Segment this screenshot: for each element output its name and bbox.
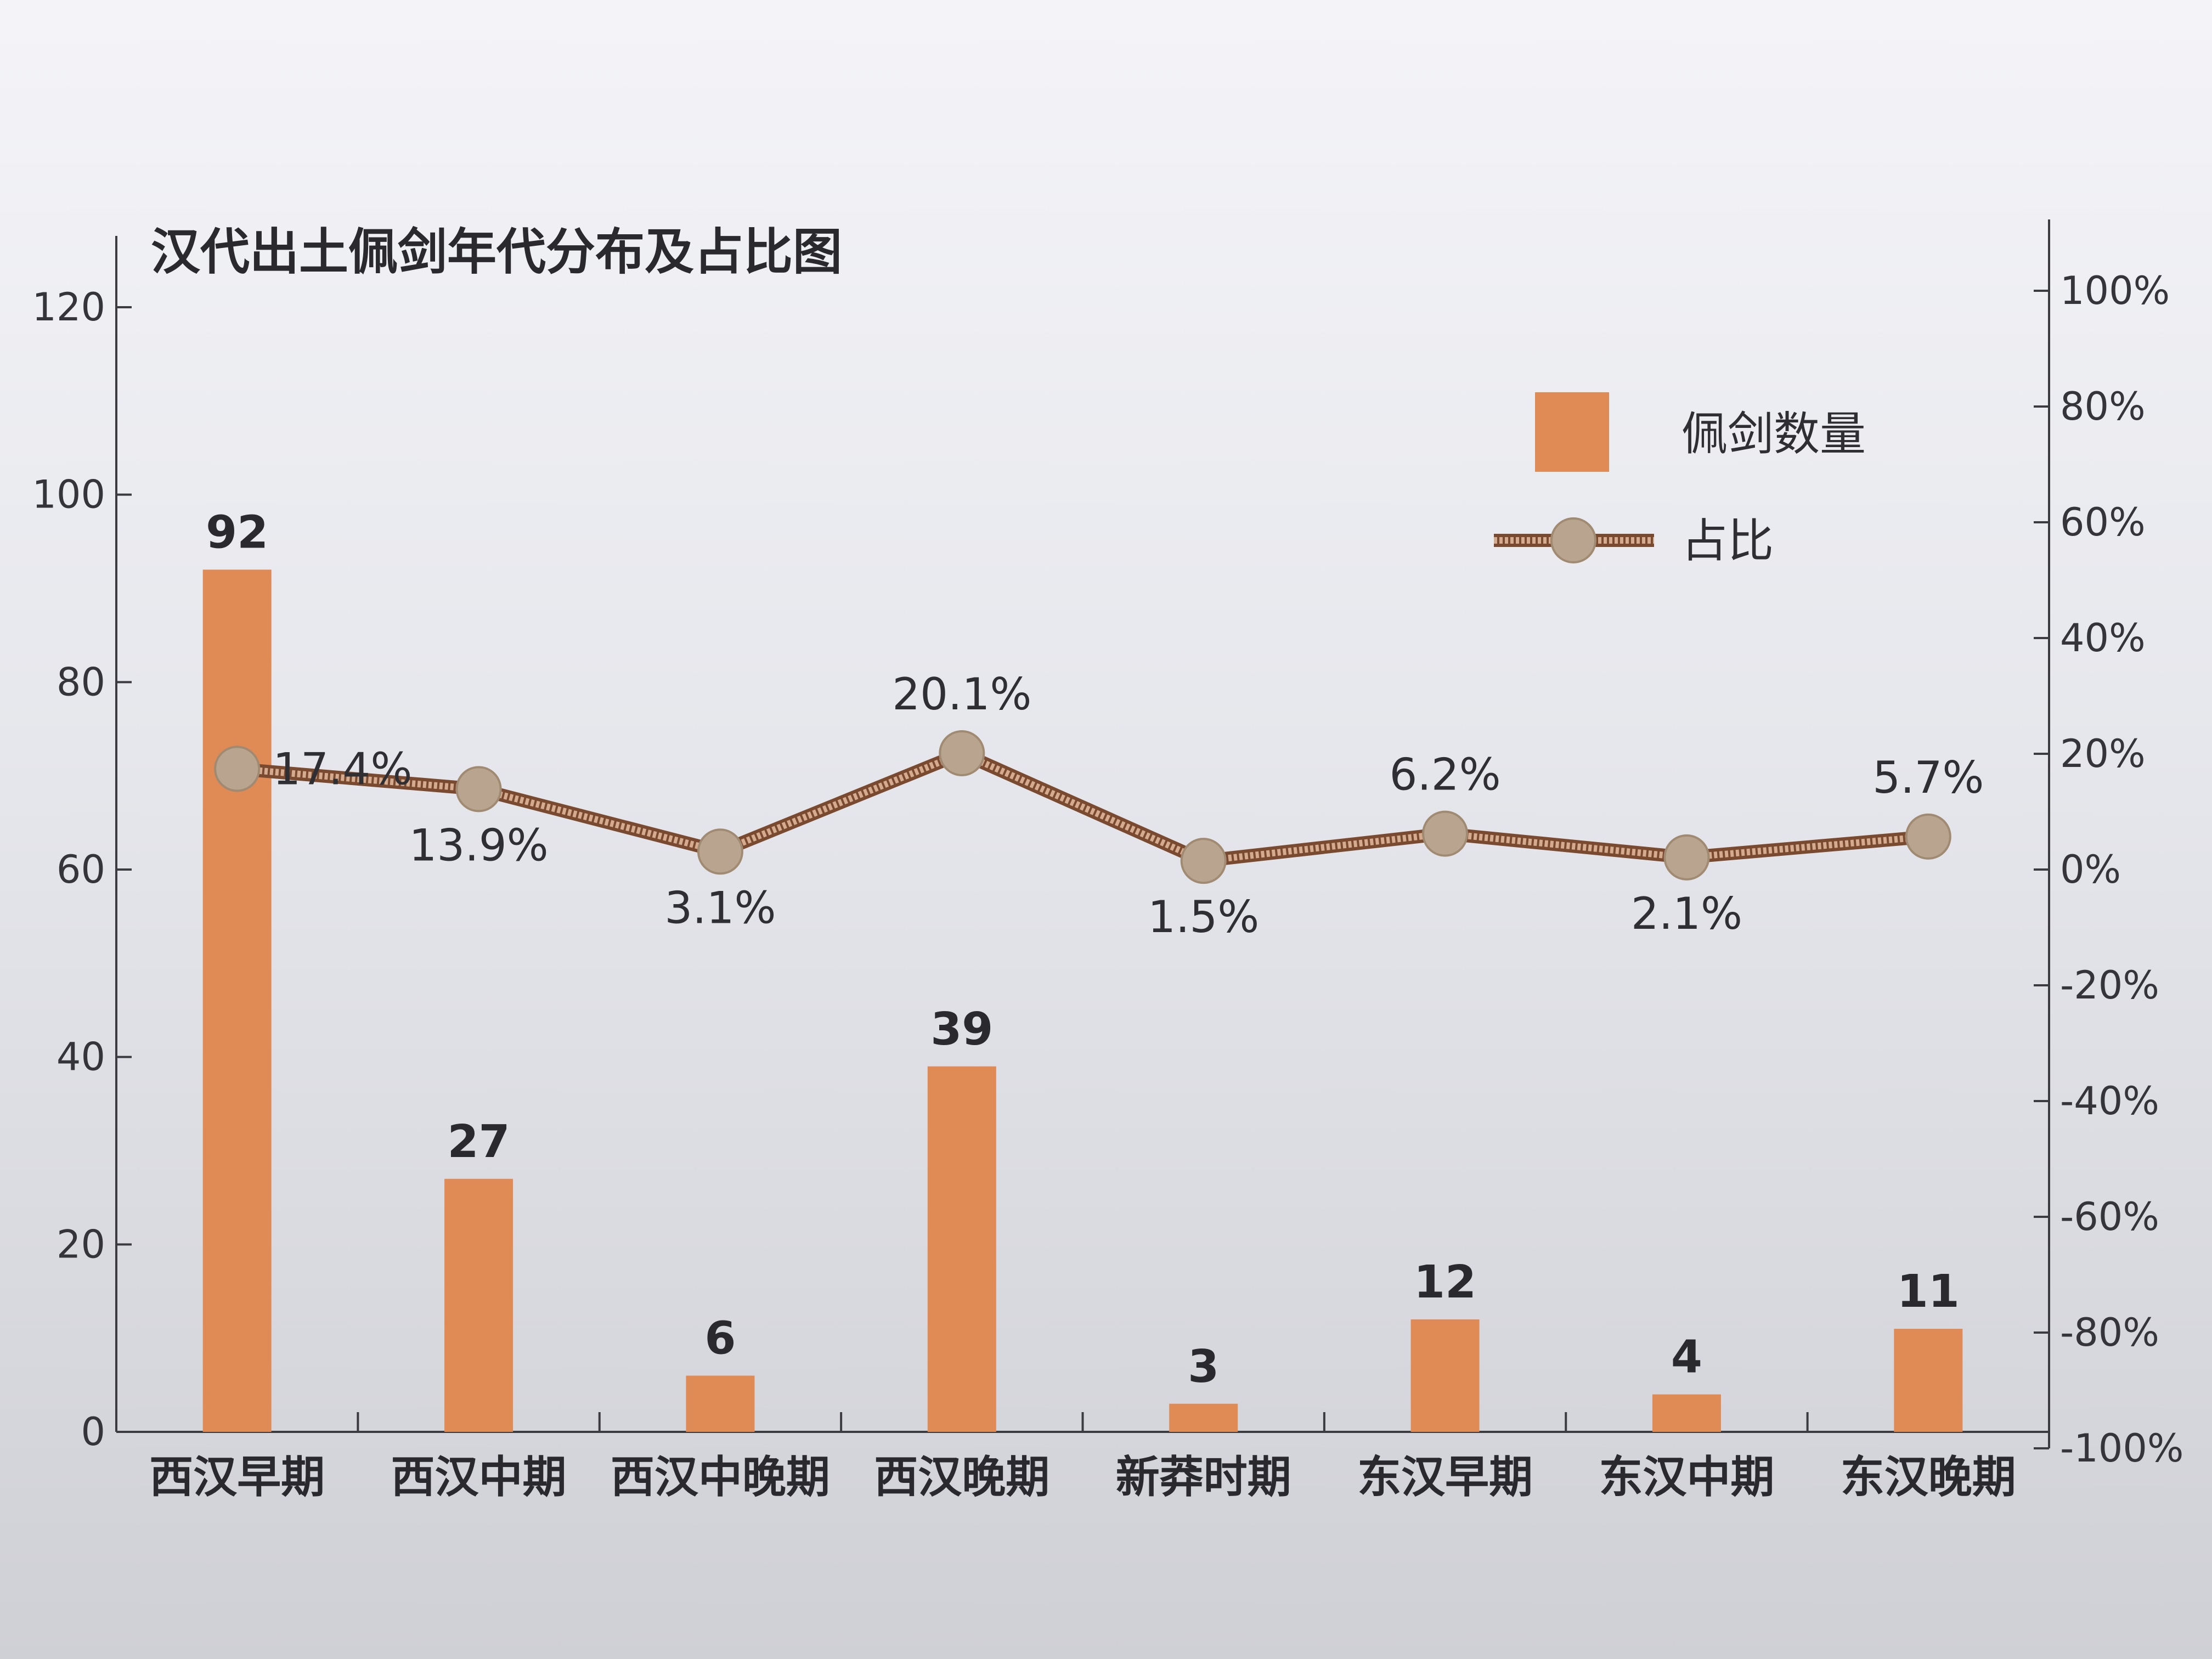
bar [1410,1319,1480,1432]
line-point-label: 3.1% [664,882,776,933]
line-series: 17.4% 13.9% 3.1% 20.1% 1.5% 6.2% 2.1% 5.7% [214,669,1984,943]
bar-value-label: 4 [1671,1331,1702,1384]
bar [1652,1394,1721,1432]
bar [1894,1329,1963,1432]
line-point [939,730,985,776]
left-tick-label: 80 [57,659,105,704]
right-tick-label: 100% [2060,268,2170,313]
bar-value-label: 6 [704,1313,736,1365]
left-y-axis: 0 20 40 60 80 100 120 [32,236,132,1454]
left-tick-label: 20 [57,1222,105,1267]
line-point-label: 6.2% [1389,749,1500,800]
category-label: 西汉中期 [391,1452,567,1503]
line-path [236,749,1929,865]
bar [444,1178,514,1432]
left-tick-label: 60 [57,847,105,892]
bar-value-label: 39 [930,1003,993,1056]
left-tick-label: 100 [32,472,105,517]
line-point [1180,838,1227,884]
line-point [214,746,261,792]
chart-title: 汉代出土佩剑年代分布及占比图 [151,223,842,281]
legend-bar-swatch [1535,392,1609,472]
right-tick-label: -100% [2060,1426,2183,1471]
bar [1169,1403,1238,1432]
line-point [1663,834,1710,881]
left-tick-label: 0 [81,1409,105,1454]
line-point [1422,810,1469,857]
legend-line-label: 占比 [1681,514,1774,568]
right-tick-label: -40% [2060,1079,2159,1124]
bar [686,1375,755,1432]
line-point-label: 20.1% [892,669,1031,720]
bar [202,569,272,1432]
category-label: 西汉早期 [149,1452,325,1503]
category-label: 东汉晚期 [1841,1452,2016,1503]
left-tick-label: 40 [57,1035,105,1080]
legend-bar-label: 佩剑数量 [1681,407,1866,461]
left-tick-label: 120 [32,285,105,330]
category-label: 西汉晚期 [874,1452,1049,1503]
right-tick-label: -20% [2060,963,2159,1008]
category-label: 西汉中晚期 [611,1452,830,1503]
line-point-label: 5.7% [1872,752,1984,803]
legend-line-marker [1550,517,1596,563]
line-point [1905,813,1951,860]
line-point-label: 17.4% [273,743,412,794]
bar-value-label: 27 [448,1116,510,1168]
category-label: 东汉早期 [1357,1452,1533,1503]
right-tick-label: 20% [2060,731,2146,776]
bar-value-label: 11 [1897,1266,1960,1318]
right-tick-label: -80% [2060,1310,2159,1355]
line-point [697,828,743,875]
line-point-label: 13.9% [409,820,548,871]
right-tick-label: -60% [2060,1194,2159,1239]
category-label: 新莽时期 [1116,1452,1291,1503]
bar-value-label: 3 [1188,1341,1219,1393]
line-point [455,766,502,812]
bar-value-label: 92 [206,506,268,558]
right-tick-label: 40% [2060,616,2146,661]
bar [927,1066,996,1432]
x-axis: 西汉早期 西汉中期 西汉中晚期 西汉晚期 新莽时期 东汉早期 东汉中期 东汉晚期 [116,1412,2049,1503]
right-tick-label: 0% [2060,847,2121,892]
line-point-label: 1.5% [1148,891,1259,943]
right-tick-label: 80% [2060,384,2146,429]
bar-series: 92 27 6 39 3 12 4 11 [202,506,1963,1432]
category-label: 东汉中期 [1599,1452,1774,1503]
right-tick-label: 60% [2060,500,2146,545]
right-y-axis: -100% -80% -60% -40% -20% 0% 20% 40% 60% 80% 100% [2034,219,2183,1471]
bar-value-label: 12 [1414,1256,1476,1308]
line-point-label: 2.1% [1631,888,1742,939]
